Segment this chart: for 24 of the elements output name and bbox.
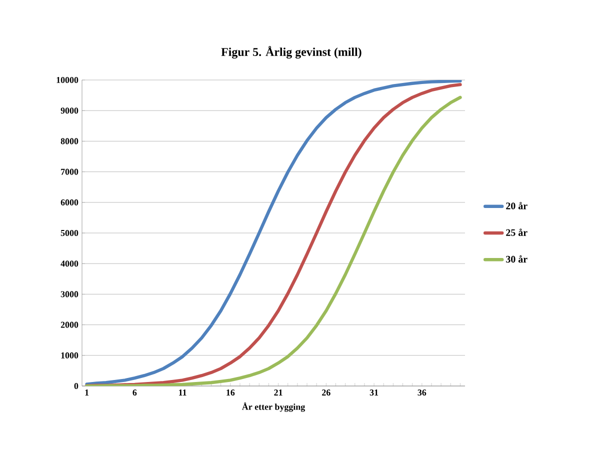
- y-tick-label: 5000: [60, 230, 78, 236]
- x-tick-label: 36: [418, 390, 426, 396]
- legend-label: 25 år: [506, 228, 528, 236]
- y-tick-label: 3000: [60, 291, 78, 298]
- x-tick-label: 16: [226, 390, 235, 396]
- y-tick-label: 0: [74, 382, 78, 390]
- y-tick-label: 9000: [60, 108, 78, 114]
- legend-label: 20 år: [506, 202, 528, 210]
- x-tick-label: 26: [322, 390, 330, 396]
- y-tick-label: 1000: [61, 352, 78, 358]
- x-tick-label: 11: [179, 390, 186, 396]
- x-tick-label: 21: [274, 390, 282, 396]
- y-tick-label: 7000: [61, 168, 78, 175]
- y-tick-label: 8000: [60, 138, 78, 144]
- y-tick-label: 10000: [56, 76, 78, 84]
- y-tick-label: 4000: [60, 260, 78, 267]
- y-tick-label: 6000: [60, 199, 78, 206]
- chart-title: Figur 5. Årlig gevinst (mill): [221, 46, 362, 59]
- legend-label: 30 år: [506, 255, 528, 263]
- y-tick-label: 2000: [60, 322, 78, 328]
- x-tick-label: 6: [132, 390, 137, 396]
- x-tick-label: 31: [370, 390, 378, 396]
- x-tick-label: 1: [85, 390, 89, 396]
- x-axis-title: År etter bygging: [242, 402, 306, 412]
